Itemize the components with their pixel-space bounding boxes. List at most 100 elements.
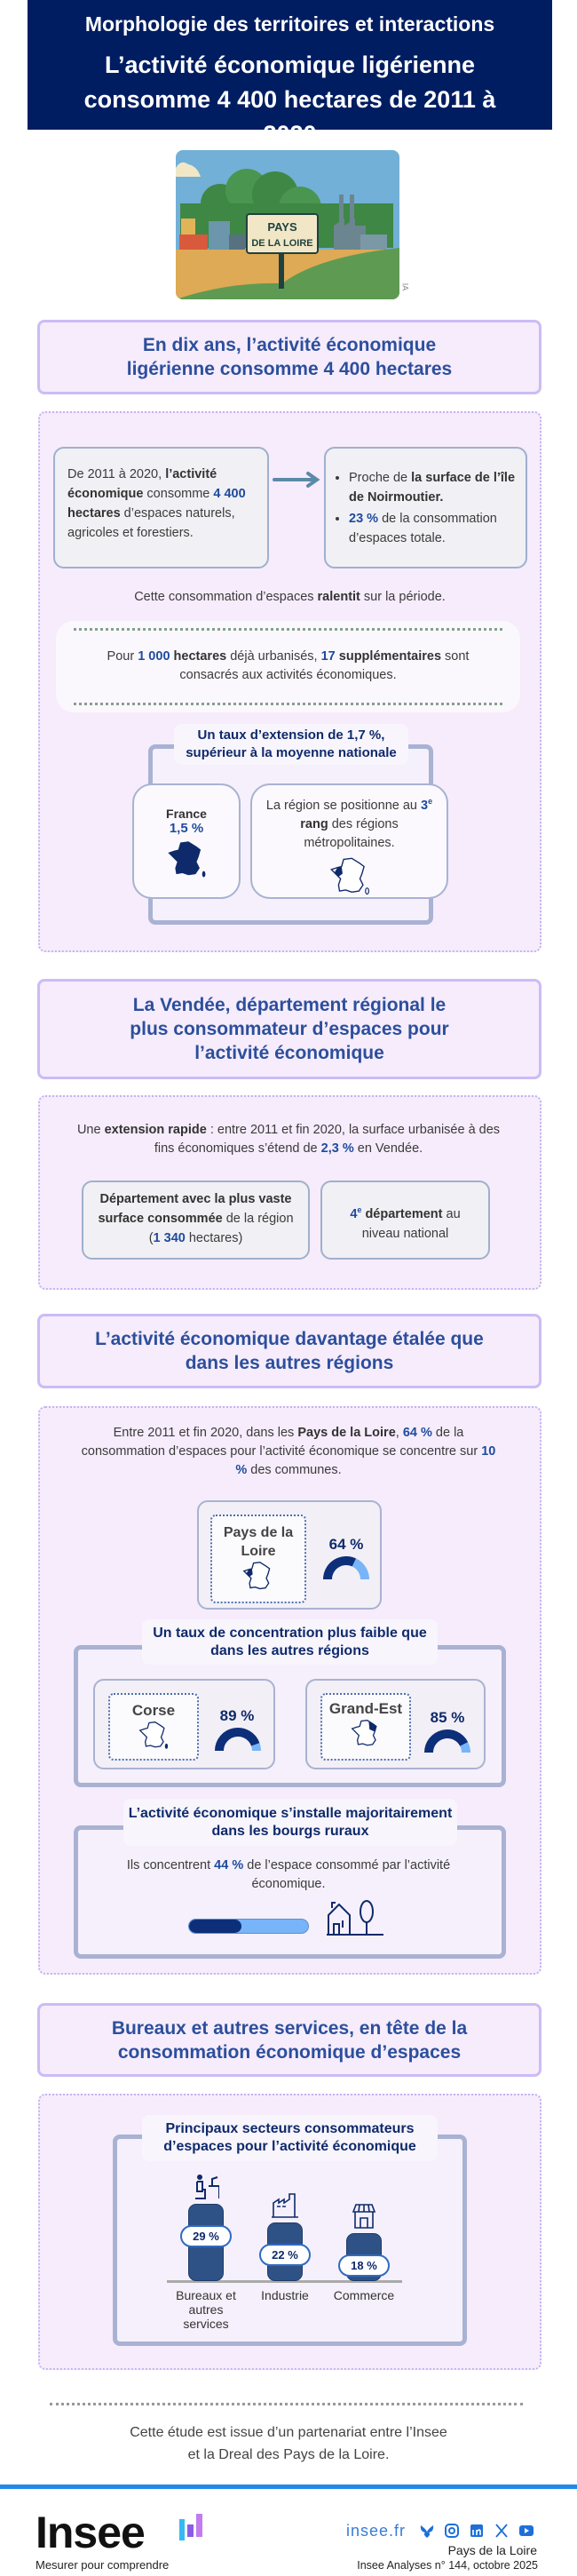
- ratio-box: Pour 1 000 hectares déjà urbanisés, 17 s…: [56, 621, 520, 712]
- text-segment: sur la période.: [360, 590, 446, 604]
- region-name: Corse: [131, 1702, 176, 1719]
- comparison-list: Proche de la surface de l’île de Noirmou…: [349, 468, 518, 548]
- text-segment: supplémentaires: [335, 649, 442, 664]
- bar-value-label: 22 %: [259, 2244, 311, 2266]
- text-segment: Pour: [107, 649, 138, 664]
- region-card-pays-de-la-loire: Pays de la Loire 64 %: [197, 1500, 382, 1610]
- text-segment: 64 %: [402, 1426, 432, 1440]
- rank-card: La région se positionne au 3e rang des r…: [250, 783, 448, 899]
- page-title: L’activité économique ligérienne consomm…: [28, 48, 552, 152]
- text-segment: ralentit: [317, 590, 360, 604]
- text-segment: 17: [320, 649, 336, 664]
- linkedin-icon[interactable]: [469, 2523, 485, 2539]
- france-map-icon: [168, 841, 206, 878]
- social-links: [419, 2523, 534, 2539]
- illustration-image: PAYS DE LA LOIRE: [176, 150, 399, 299]
- bar-value-label: 18 %: [338, 2254, 390, 2277]
- text-segment: 4: [350, 1206, 358, 1221]
- france-value: 1,5 %: [169, 821, 204, 836]
- consumption-box: De 2011 à 2020, l’activité économique co…: [53, 447, 269, 568]
- text-segment: 23 %: [349, 512, 379, 526]
- vendee-rank-box: 4e département au niveau national: [320, 1181, 490, 1260]
- section3-title: L’activité économique davantage étalée q…: [37, 1314, 541, 1388]
- sector-chart-title: Principaux secteurs consommateurs d’espa…: [142, 2115, 438, 2161]
- concentration-intro-text: Entre 2011 et fin 2020, dans les Pays de…: [80, 1424, 497, 1480]
- vendee-intro-text: Une extension rapide : entre 2011 et fin…: [71, 1121, 506, 1158]
- text-segment: Ils concentrent: [126, 1858, 215, 1872]
- text-segment: de l’espace consommé par l’activité écon…: [243, 1858, 451, 1891]
- insee-site-link[interactable]: insee.fr: [346, 2522, 407, 2540]
- text-segment: Cette consommation d’espaces: [134, 590, 318, 604]
- text-segment: ,: [395, 1426, 403, 1440]
- vendee-surface-text: Département avec la plus vaste surface c…: [92, 1189, 299, 1248]
- divider: [74, 703, 502, 705]
- x-icon[interactable]: [494, 2523, 510, 2539]
- concentration-gauge: [323, 1556, 369, 1580]
- text-segment: hectares: [170, 649, 227, 664]
- pays-de-la-loire-map-icon: [242, 1562, 271, 1590]
- rural-share-fill: [189, 1920, 241, 1933]
- region-name: Grand-Est: [328, 1700, 403, 1717]
- text-segment: rang: [300, 816, 328, 831]
- text-segment: hectares): [185, 1231, 243, 1245]
- text-segment: Département avec la plus vaste surface c…: [98, 1192, 292, 1226]
- section3-title-text: L’activité économique davantage étalée q…: [95, 1329, 484, 1373]
- page-title-text: L’activité économique ligérienne consomm…: [83, 52, 496, 147]
- text-segment: e: [428, 797, 433, 806]
- region-card-grand-est: Grand-Est 85 %: [305, 1679, 486, 1769]
- insee-logo-bars-icon: [179, 2514, 202, 2540]
- gauge-filled-arc: [323, 1556, 357, 1580]
- footer-region: Pays de la Loire: [447, 2543, 537, 2557]
- text-segment: 10 %: [235, 1444, 496, 1477]
- instagram-icon[interactable]: [444, 2523, 460, 2539]
- sign-line1: PAYS: [267, 220, 297, 234]
- region-percent: 85 %: [430, 1709, 465, 1726]
- gauge-filled-arc: [424, 1729, 469, 1753]
- text-segment: La région se positionne au: [265, 798, 422, 813]
- text-segment: des communes.: [247, 1463, 342, 1477]
- region-label-box: Pays de la Loire: [210, 1515, 306, 1603]
- rural-title: L’activité économique s’installe majorit…: [123, 1799, 457, 1846]
- bar-category-label: Bureaux et autres services: [176, 2288, 236, 2331]
- section1-title-text: En dix ans, l’activité économique ligéri…: [126, 335, 453, 379]
- region-label-box: Grand-Est: [320, 1693, 411, 1761]
- vendee-rank-text: 4e département au niveau national: [331, 1200, 479, 1244]
- gauge-filled-arc: [215, 1728, 260, 1752]
- gauge-remaining-arc: [352, 1558, 369, 1580]
- comparison-box: Proche de la surface de l’île de Noirmou…: [324, 447, 527, 568]
- sign-line2: DE LA LOIRE: [251, 238, 312, 249]
- text-segment: Proche de: [349, 471, 412, 485]
- text-segment: extension rapide: [104, 1123, 207, 1137]
- bar-category-label: Industrie: [261, 2288, 309, 2302]
- text-segment: déjà urbanisés,: [226, 649, 321, 664]
- text-segment: de la région (: [148, 1212, 294, 1245]
- office-worker-icon: [195, 2174, 219, 2199]
- youtube-icon[interactable]: [518, 2523, 534, 2539]
- insee-logo[interactable]: Insee: [36, 2508, 146, 2557]
- region-card-corse: Corse 89 %: [93, 1679, 275, 1769]
- header-supertitle: Morphologie des territoires et interacti…: [84, 12, 495, 36]
- bluesky-icon[interactable]: [419, 2523, 435, 2539]
- text-segment: de la consommation d’espaces pour l’acti…: [81, 1426, 482, 1459]
- rural-text: Ils concentrent 44 % de l’espace consomm…: [124, 1856, 453, 1894]
- section4-title-text: Bureaux et autres services, en tête de l…: [111, 2017, 468, 2063]
- insee-tagline: Mesurer pour comprendre: [36, 2558, 170, 2572]
- chart-baseline: [167, 2280, 402, 2283]
- france-card: France 1,5 %: [132, 783, 241, 899]
- footer-accent-line: [0, 2485, 577, 2489]
- region-percent: 89 %: [219, 1707, 255, 1724]
- text-segment: en Vendée.: [353, 1141, 423, 1156]
- publication-reference: Insee Analyses n° 144, octobre 2025: [357, 2559, 538, 2572]
- text-segment: 1 340: [153, 1231, 186, 1245]
- section2-title: La Vendée, département régional le plus …: [37, 979, 541, 1079]
- partnership-text: Cette étude est issue d’un partenariat e…: [130, 2425, 447, 2462]
- slowdown-text: Cette consommation d’espaces ralentit su…: [38, 588, 541, 607]
- concentration-gauge: [424, 1729, 470, 1753]
- text-segment: 4 400: [213, 487, 246, 501]
- text-segment: des régions métropolitaines.: [304, 816, 399, 850]
- extension-title: Un taux d’extension de 1,7 %, supérieur …: [174, 724, 408, 765]
- text-segment: 44 %: [214, 1858, 244, 1872]
- image-credit: IA: [400, 282, 410, 291]
- vendee-surface-box: Département avec la plus vaste surface c…: [82, 1181, 310, 1260]
- section4-title: Bureaux et autres services, en tête de l…: [37, 2003, 541, 2077]
